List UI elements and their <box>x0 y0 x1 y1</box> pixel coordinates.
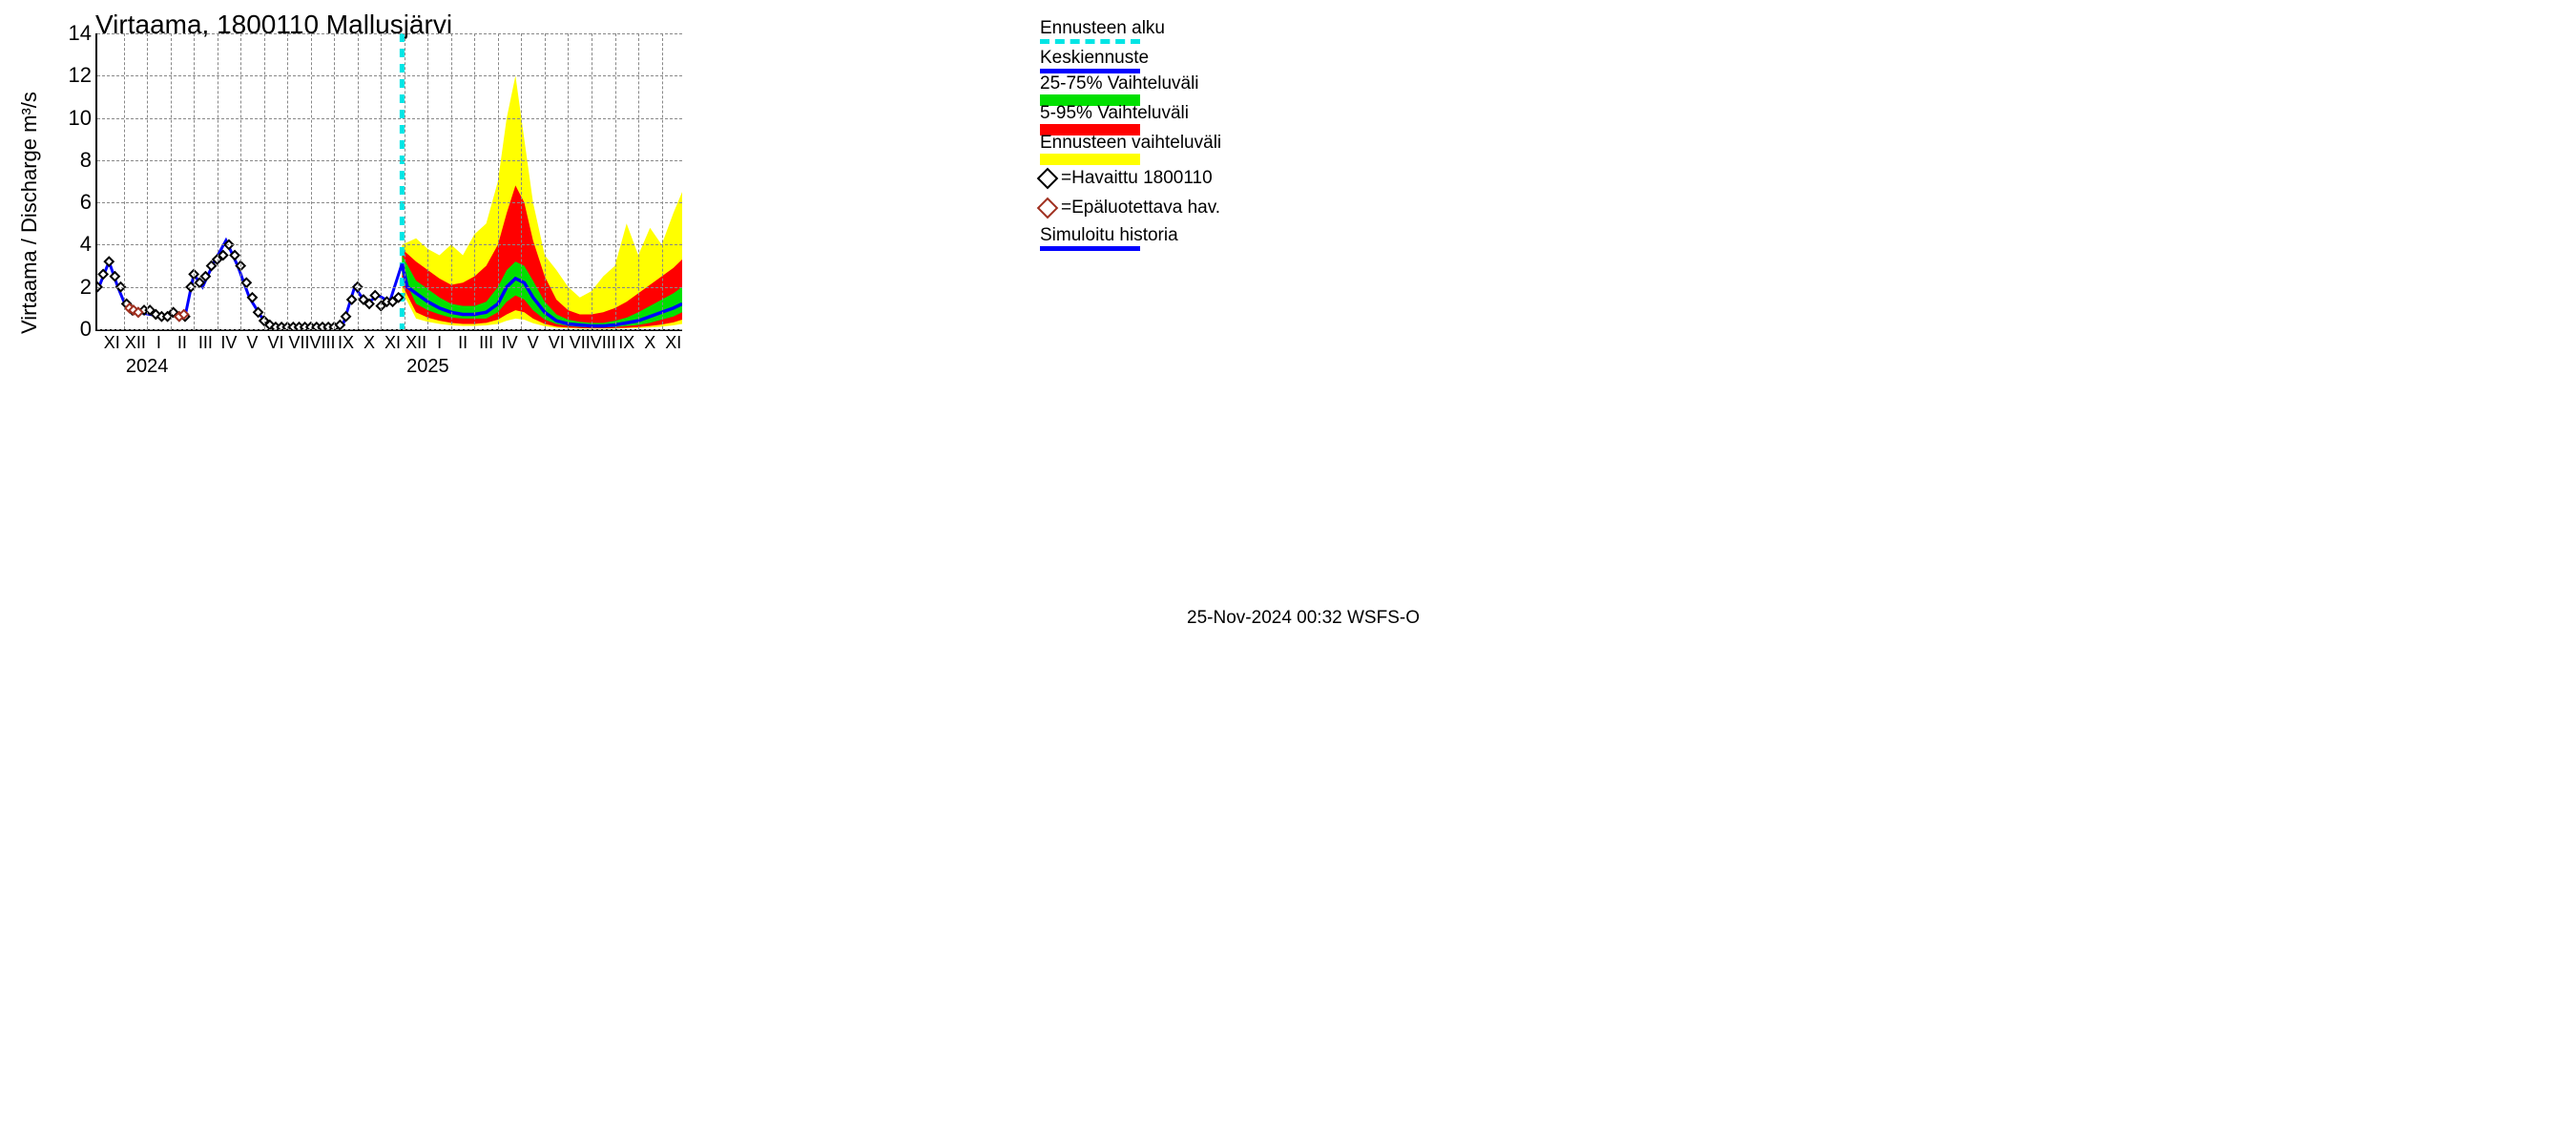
x-tick-label: XI <box>384 333 401 353</box>
y-tick-label: 2 <box>80 275 92 300</box>
legend-swatch <box>1040 39 1140 44</box>
x-tick-label: VIII <box>591 333 616 353</box>
x-tick-label: VII <box>288 333 309 353</box>
legend-item: 5-95% Vaihteluväli <box>1040 106 1227 133</box>
x-tick-label: III <box>479 333 493 353</box>
x-tick-label: IX <box>618 333 634 353</box>
x-tick-label: I <box>156 333 161 353</box>
x-tick-label: X <box>364 333 375 353</box>
x-tick-label: XI <box>104 333 120 353</box>
legend-item: Ennusteen alku <box>1040 17 1227 44</box>
y-tick-label: 10 <box>69 106 92 131</box>
x-tick-label: II <box>458 333 467 353</box>
legend-item: =Havaittu 1800110 <box>1040 165 1227 192</box>
x-tick-label: I <box>437 333 442 353</box>
legend: Ennusteen alku Keskiennuste 25-75% Vaihtel… <box>1040 17 1227 254</box>
legend-label: Ennusteen alku <box>1040 18 1165 39</box>
y-tick-label: 12 <box>69 63 92 88</box>
x-tick-label: XII <box>405 333 426 353</box>
discharge-forecast-chart: Virtaama / Discharge m³/s Virtaama, 1800… <box>0 0 1431 636</box>
legend-label: Simuloitu historia <box>1040 225 1178 246</box>
x-tick-label: VII <box>570 333 591 353</box>
legend-label: 5-95% Vaihteluväli <box>1040 103 1189 124</box>
y-axis-label: Virtaama / Discharge m³/s <box>17 92 42 334</box>
x-year-label: 2024 <box>126 356 169 378</box>
legend-label: =Havaittu 1800110 <box>1061 168 1213 189</box>
footer-timestamp: 25-Nov-2024 00:32 WSFS-O <box>1187 608 1420 629</box>
y-tick-label: 14 <box>69 21 92 46</box>
y-tick-label: 6 <box>80 190 92 215</box>
x-tick-label: IV <box>220 333 237 353</box>
legend-label: 25-75% Vaihteluväli <box>1040 73 1199 94</box>
x-year-label: 2025 <box>406 356 449 378</box>
legend-marker-icon <box>1037 168 1059 190</box>
x-tick-label: V <box>246 333 258 353</box>
legend-swatch <box>1040 154 1140 165</box>
y-tick-label: 0 <box>80 317 92 342</box>
series-svg <box>97 33 682 329</box>
y-tick-label: 8 <box>80 148 92 173</box>
plot-area: 02468101214XIXIIIIIIIIIVVVIVIIVIIIIXXXIX… <box>95 33 682 331</box>
x-tick-label: IV <box>502 333 518 353</box>
legend-item: Keskiennuste <box>1040 47 1227 73</box>
x-tick-label: V <box>528 333 539 353</box>
x-tick-label: II <box>177 333 187 353</box>
legend-label: Keskiennuste <box>1040 48 1149 69</box>
legend-label: Ennusteen vaihteluväli <box>1040 133 1221 154</box>
x-tick-label: IX <box>338 333 354 353</box>
legend-swatch <box>1040 69 1140 73</box>
legend-item: Simuloitu historia <box>1040 224 1227 251</box>
x-tick-label: VI <box>549 333 565 353</box>
x-tick-label: XI <box>665 333 681 353</box>
legend-label: =Epäluotettava hav. <box>1061 198 1220 219</box>
x-tick-label: VI <box>267 333 283 353</box>
x-tick-label: X <box>644 333 655 353</box>
legend-item: Ennusteen vaihteluväli <box>1040 135 1227 162</box>
x-tick-label: VIII <box>309 333 335 353</box>
x-tick-label: III <box>198 333 213 353</box>
y-tick-label: 4 <box>80 232 92 257</box>
legend-swatch <box>1040 246 1140 251</box>
legend-marker-icon <box>1037 198 1059 219</box>
x-tick-label: XII <box>125 333 146 353</box>
legend-item: =Epäluotettava hav. <box>1040 195 1227 221</box>
legend-item: 25-75% Vaihteluväli <box>1040 76 1227 103</box>
